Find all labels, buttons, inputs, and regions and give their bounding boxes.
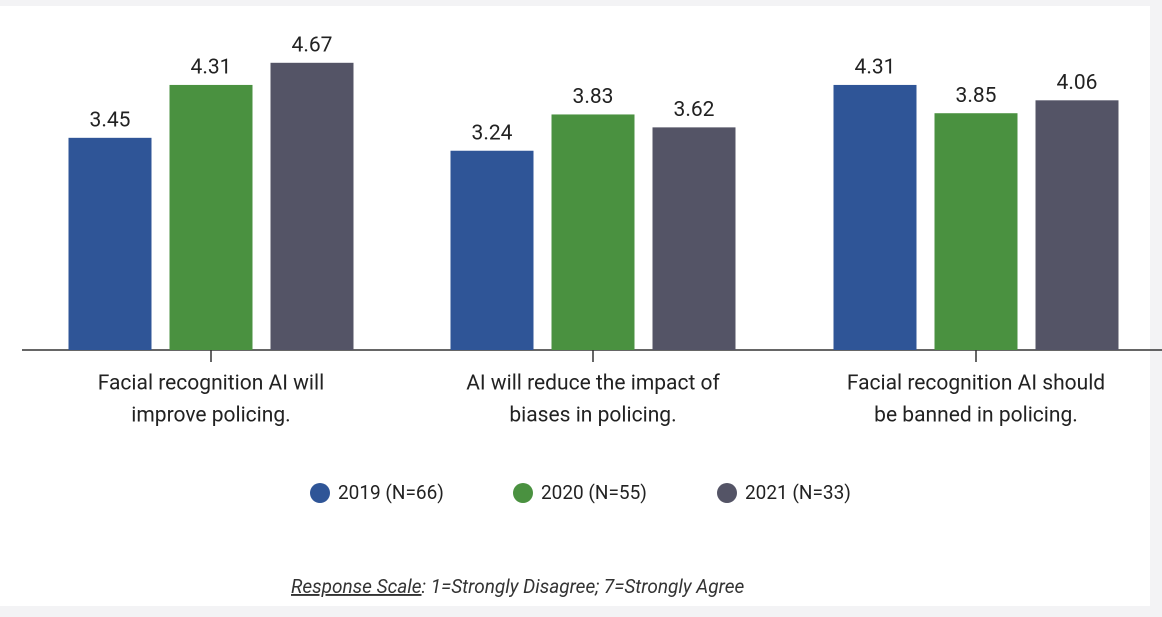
bar <box>450 150 534 350</box>
bar <box>68 137 152 350</box>
bar <box>934 113 1018 350</box>
value-label: 4.67 <box>292 33 333 57</box>
bar <box>551 114 635 350</box>
footnote-text: : 1=Strongly Disagree; 7=Strongly Agree <box>422 575 745 598</box>
value-label: 4.31 <box>191 55 232 79</box>
x-tick-label: biases in policing. <box>509 404 676 428</box>
legend-marker <box>513 483 533 503</box>
x-tick-label: AI will reduce the impact of <box>466 372 720 396</box>
x-tick-label: Facial recognition AI will <box>98 372 325 396</box>
value-label: 3.85 <box>956 84 997 108</box>
value-label: 4.31 <box>855 55 896 79</box>
footnote-label: Response Scale <box>291 575 422 598</box>
legend-label: 2021 (N=33) <box>745 481 851 504</box>
x-tick-label: improve policing. <box>131 404 290 428</box>
value-label: 3.83 <box>573 85 614 109</box>
x-tick-label: be banned in policing. <box>874 404 1078 428</box>
legend-label: 2019 (N=66) <box>338 481 444 504</box>
value-label: 3.24 <box>472 121 513 145</box>
legend-marker <box>310 483 330 503</box>
legend-label: 2020 (N=55) <box>541 481 647 504</box>
bar <box>169 84 253 350</box>
value-label: 3.45 <box>90 108 131 132</box>
bar <box>1035 100 1119 350</box>
footnote: Response Scale: 1=Strongly Disagree; 7=S… <box>291 575 744 598</box>
bar <box>652 127 736 351</box>
legend-marker <box>717 483 737 503</box>
value-label: 3.62 <box>674 98 715 122</box>
bar <box>833 84 917 350</box>
value-label: 4.06 <box>1057 71 1098 95</box>
bar <box>270 62 354 351</box>
x-tick-label: Facial recognition AI should <box>847 372 1105 396</box>
